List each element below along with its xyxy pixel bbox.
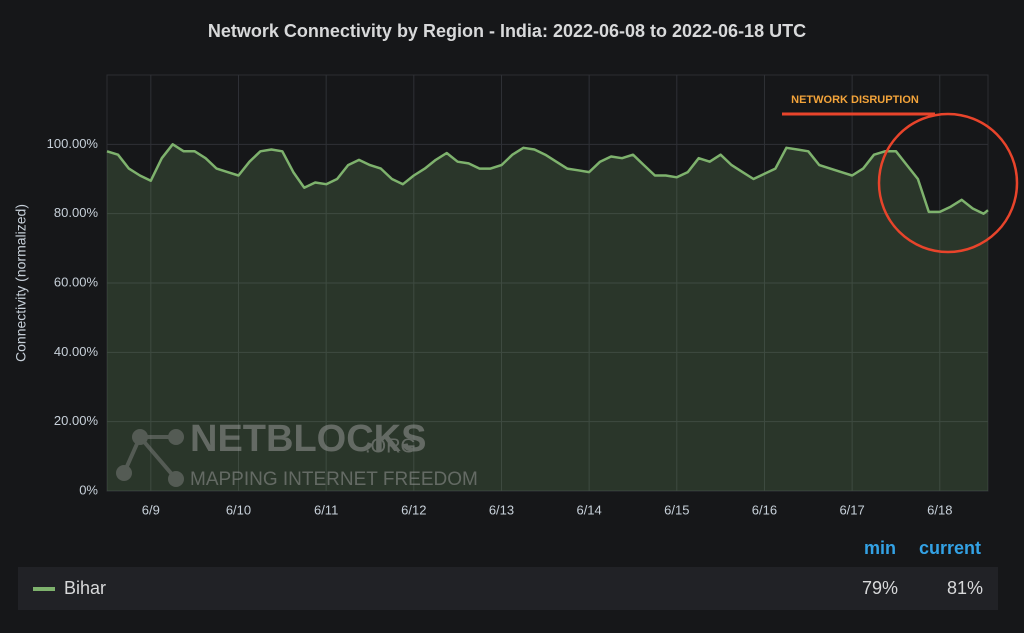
watermark-text: NETBLOCKS [190,418,426,460]
line [106,143,989,215]
area [107,144,988,492]
x-tick-label: 6/16 [752,502,777,517]
legend-column-header: current [919,538,981,558]
x-tick-label: 6/12 [401,502,426,517]
legend-value: 79% [862,578,898,598]
watermark-icon [122,436,142,474]
x-tick-label: 6/10 [226,502,251,517]
watermark-text: MAPPING INTERNET FREEDOM [190,469,478,490]
y-tick-label: 60.00% [54,274,99,289]
y-tick-label: 20.00% [54,413,99,428]
watermark-text: .ORG [365,435,416,457]
watermark-icon [132,429,148,445]
y-tick-label: 80.00% [54,205,99,220]
watermark-icon [168,471,184,487]
legend-label: Bihar [64,578,106,598]
y-tick-label: 100.00% [47,136,99,151]
legend: min current 79% 81% Bihar [18,538,998,610]
y-axis-label: Connectivity (normalized) [13,204,29,362]
x-tick-label: 6/13 [489,502,514,517]
x-tick-label: 6/18 [927,502,952,517]
watermark-icon [138,435,178,481]
x-tick-label: 6/9 [142,502,160,517]
legend-column-header: min [864,538,896,558]
watermark-icon [116,465,132,481]
legend-row [18,567,998,610]
annotation: NETWORK DISRUPTION [791,94,919,106]
x-tick-label: 6/15 [664,502,689,517]
x-tick-label: 6/14 [576,502,601,517]
x-tick-label: 6/11 [314,502,338,517]
chart-title: Network Connectivity by Region - India: … [208,21,806,41]
watermark: NETBLOCKS .ORG MAPPING INTERNET FREEDOM [116,418,478,490]
watermark-icon [168,429,184,445]
plot-area: 0% 20.00% 40.00% 60.00% 80.00% 100.00% 6/9 6/10… [47,74,989,517]
y-tick-label: 40.00% [54,344,99,359]
annotation-circle [877,112,1019,254]
legend-value: 81% [947,578,983,598]
y-tick-label: 0% [79,482,98,497]
x-tick-label: 6/17 [839,502,864,517]
